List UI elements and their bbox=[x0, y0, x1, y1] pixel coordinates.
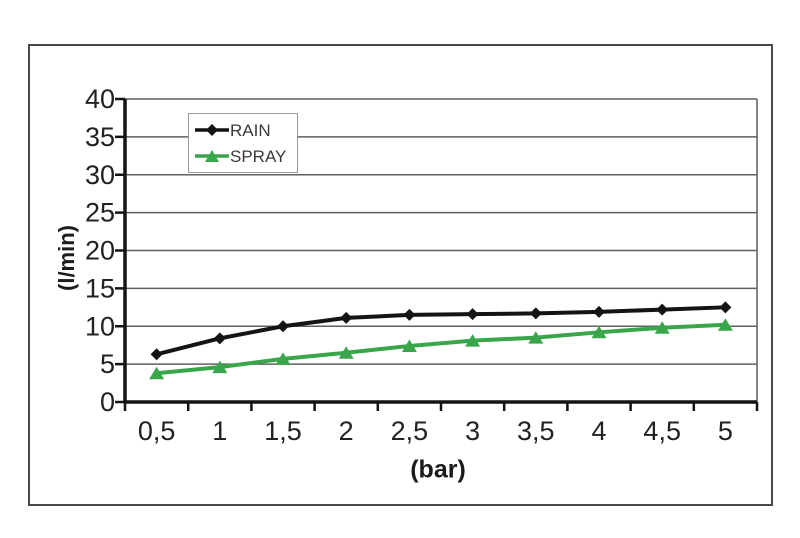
legend-label-spray: SPRAY bbox=[230, 146, 287, 166]
y-tick-label-5: 5 bbox=[100, 349, 115, 379]
y-tick-label-30: 30 bbox=[85, 160, 115, 190]
y-tick-label-20: 20 bbox=[85, 236, 115, 266]
rain-marker-3 bbox=[340, 311, 353, 324]
x-tick-label-5: 3 bbox=[465, 416, 480, 446]
rain-marker-7 bbox=[593, 305, 605, 318]
x-tick-label-4: 2,5 bbox=[391, 416, 429, 446]
x-tick-label-8: 4,5 bbox=[643, 416, 681, 446]
legend-label-rain: RAIN bbox=[230, 120, 271, 140]
y-tick-label-10: 10 bbox=[85, 311, 115, 341]
x-tick-label-9: 5 bbox=[718, 416, 733, 446]
x-tick-label-2: 1,5 bbox=[264, 416, 302, 446]
rain-series-line bbox=[156, 305, 726, 357]
rain-marker-8 bbox=[656, 303, 669, 316]
x-tick-label-3: 2 bbox=[339, 416, 354, 446]
y-tick-label-40: 40 bbox=[85, 84, 115, 114]
spray-marker-7 bbox=[591, 325, 607, 339]
y-tick-label-25: 25 bbox=[85, 198, 115, 228]
rain-marker-6 bbox=[529, 307, 542, 320]
x-axis-title: (bar) bbox=[410, 455, 466, 484]
rain-marker-5 bbox=[466, 308, 479, 321]
rain-marker-9 bbox=[719, 301, 732, 314]
rain-marker-0 bbox=[150, 348, 163, 361]
rain-marker-2 bbox=[277, 320, 289, 333]
spray-series-line bbox=[156, 322, 726, 376]
y-tick-label-0: 0 bbox=[100, 387, 115, 417]
x-tick-label-0: 0,5 bbox=[138, 416, 176, 446]
rain-marker-1 bbox=[213, 332, 226, 345]
spray-line-triangle-icon bbox=[195, 150, 229, 162]
spray-marker-9 bbox=[717, 318, 733, 331]
legend-item-rain: RAIN bbox=[194, 117, 293, 143]
x-tick-label-1: 1 bbox=[212, 416, 227, 446]
chart-frame: 0 5 10 15 20 25 30 35 40 0,5 1 1,5 2 2,5 3 3,5 4 4,5 5 RAI… bbox=[28, 44, 773, 506]
spray-marker-5 bbox=[465, 334, 481, 347]
chart-plot: 0 5 10 15 20 25 30 35 40 0,5 1 1,5 2 2,5 3 3,5 4 4,5 5 bbox=[85, 84, 759, 446]
spray-marker-6 bbox=[528, 331, 544, 344]
y-tick-label-15: 15 bbox=[85, 273, 115, 303]
spray-marker-4 bbox=[401, 339, 417, 352]
spray-marker-2 bbox=[275, 352, 291, 365]
spray-marker-0 bbox=[149, 366, 165, 380]
legend-item-spray: SPRAY bbox=[194, 143, 293, 169]
legend: RAIN SPRAY bbox=[188, 113, 298, 173]
y-tick-label-35: 35 bbox=[85, 122, 115, 152]
spray-marker-8 bbox=[654, 321, 670, 334]
x-tick-label-6: 3,5 bbox=[517, 416, 555, 446]
x-tick-label-7: 4 bbox=[591, 416, 606, 446]
rain-marker-4 bbox=[403, 308, 416, 321]
rain-line-diamond-icon bbox=[195, 124, 229, 136]
spray-marker-1 bbox=[212, 360, 228, 374]
spray-marker-3 bbox=[338, 346, 354, 359]
y-axis-title: (l/min) bbox=[54, 225, 79, 291]
